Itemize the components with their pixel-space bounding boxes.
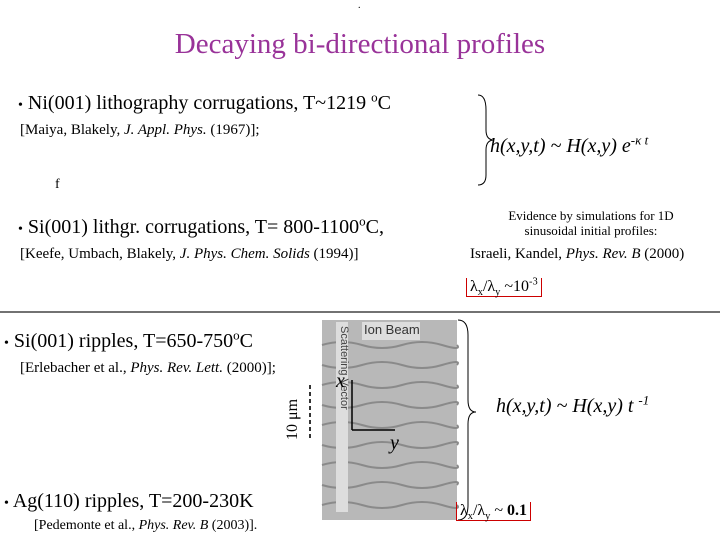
text: λ (470, 278, 478, 295)
text: C, (365, 216, 384, 238)
text: λ (460, 502, 468, 519)
ratio: λx/λy ~ 0.1 (456, 502, 532, 523)
bullet: • (4, 496, 9, 511)
stray: f (55, 177, 60, 192)
text: Israeli, Kandel, (470, 246, 566, 262)
ion-box (362, 322, 420, 340)
text: Si(001) lithgr. corrugations, T= 800-110… (27, 216, 360, 238)
bullet: • (18, 98, 23, 113)
text: J. Phys. Chem. Solids (179, 246, 310, 262)
dot: . (358, 0, 361, 11)
item: • Ag(110) ripples, T=200-230K (4, 490, 254, 513)
text: -κ t (630, 132, 649, 148)
text: sinusoidal initial profiles: (524, 223, 658, 238)
text: y (495, 287, 501, 299)
text: (2000) (640, 246, 685, 262)
text: x (467, 511, 473, 523)
vector-label: Scattering Vector (338, 326, 350, 410)
brace (457, 319, 477, 521)
text: o (359, 213, 366, 229)
text: (1967)]; (206, 122, 260, 138)
formula: h(x,y,t) ~ H(x,y) e-κ t (490, 132, 649, 158)
brace (477, 94, 495, 186)
text: Si(001) ripples, T=650-750 (13, 330, 234, 352)
text: Ni(001) lithography corrugations, T~1219 (27, 92, 372, 114)
evidence-citation: Israeli, Kandel, Phys. Rev. B (2000) (470, 246, 684, 263)
text: Phys. Rev. B (565, 246, 641, 262)
text: Phys. Rev. B (138, 518, 209, 533)
citation: [Maiya, Blakely, J. Appl. Phys. (1967)]; (20, 122, 260, 139)
text: -3 (529, 276, 538, 288)
text: [Maiya, Blakely, (20, 122, 124, 138)
axis-label: x (336, 370, 345, 392)
evidence: Evidence by simulations for 1D sinusoidal… (486, 208, 696, 238)
text: o (371, 89, 378, 105)
text: C (377, 92, 391, 114)
title: Decaying bi-directional profiles (174, 28, 546, 60)
ripples (321, 341, 459, 509)
text: [Erlebacher et al., (20, 360, 131, 376)
text: h(x,y,t) ~ H(x,y) e (490, 135, 631, 157)
bullet: • (18, 222, 23, 237)
ion-label: Ion Beam (364, 322, 420, 337)
item: • Ni(001) lithography corrugations, T~12… (18, 89, 391, 115)
text: /λ (482, 278, 496, 295)
citation: [Keefe, Umbach, Blakely, J. Phys. Chem. … (20, 246, 359, 263)
text: (1994)] (309, 246, 359, 262)
text: (2003)]. (208, 518, 258, 533)
text: x (477, 287, 483, 299)
ratio: λx/λy ~10-3 (466, 276, 542, 299)
text: J. Appl. Phys. (124, 122, 207, 138)
text: o (233, 327, 240, 343)
citation: [Pedemonte et al., Phys. Rev. B (2003)]. (34, 518, 257, 534)
item: • Si(001) ripples, T=650-750oC (4, 327, 253, 353)
text: ~10 (500, 278, 530, 295)
scale-label: 10 μm (284, 398, 301, 440)
text: Evidence by simulations for 1D (508, 208, 674, 223)
text: -1 (638, 392, 650, 408)
text: h(x,y,t) ~ H(x,y) t (496, 395, 639, 417)
citation: [Erlebacher et al., Phys. Rev. Lett. (20… (20, 360, 276, 377)
text: Ag(110) ripples, T=200-230K (12, 490, 254, 512)
text: C (239, 330, 253, 352)
axis-label: y (390, 432, 399, 454)
text: [Keefe, Umbach, Blakely, (20, 246, 180, 262)
formula: h(x,y,t) ~ H(x,y) t -1 (496, 392, 650, 418)
text: y (485, 511, 491, 523)
vector-strip (336, 322, 348, 512)
text: Phys. Rev. Lett. (130, 360, 223, 376)
text: (2000)]; (222, 360, 276, 376)
text: 0.1 (507, 502, 528, 519)
bullet: • (4, 336, 9, 351)
text: [Pedemonte et al., (34, 518, 139, 533)
text: /λ (472, 502, 486, 519)
text: ~ (490, 502, 508, 519)
item: • Si(001) lithgr. corrugations, T= 800-1… (18, 213, 384, 239)
